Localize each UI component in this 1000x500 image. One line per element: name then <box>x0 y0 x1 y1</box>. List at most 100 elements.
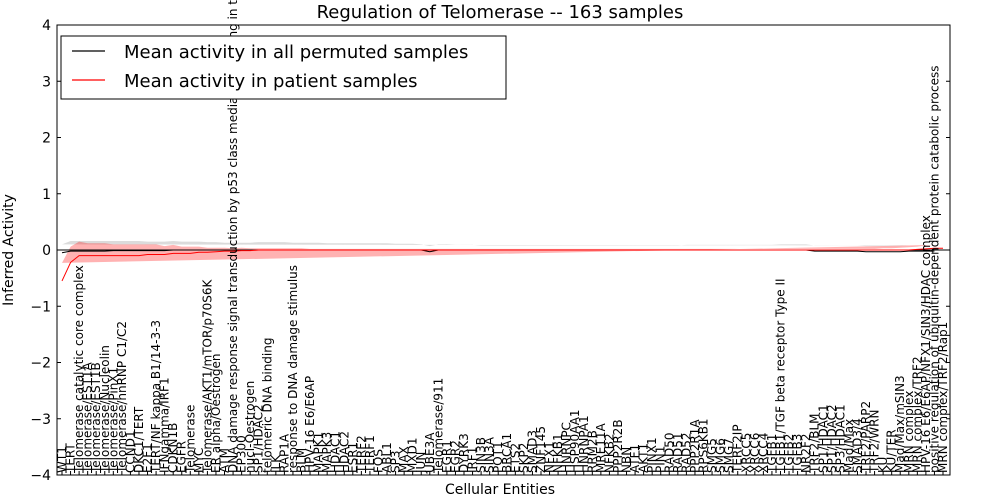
y-axis-ticks: −4 −3 −2 −1 0 1 2 3 4 <box>30 18 950 484</box>
x-tick-label: SMG6 <box>714 438 728 473</box>
x-tick-label: DKC1/TERT <box>132 406 146 473</box>
x-tick-label: MXD1 <box>406 438 420 473</box>
x-tick-label: TRF2/WRN <box>868 410 882 474</box>
x-tick-label: RRM2B <box>585 430 599 473</box>
x-tick-label: SMAD3/4 <box>851 418 865 473</box>
patient-band <box>62 241 935 263</box>
x-tick-label: POT1 <box>491 441 505 473</box>
x-tick-label: WT1 <box>55 446 69 473</box>
x-tick-label: MAPK1 <box>312 432 326 473</box>
x-tick-label: TERT/NF kappa B1/14-3-3 <box>149 320 163 474</box>
x-tick-label: SMAD3 <box>525 430 539 473</box>
x-tick-label: TRF2/BLM <box>808 413 822 474</box>
x-tick-label: PINX1 <box>645 437 659 473</box>
x-tick-label: MAX <box>397 446 411 473</box>
y-tick-label: −3 <box>30 412 51 428</box>
x-tick-label: SIN3A <box>483 436 497 473</box>
x-tick-label: MRN complex <box>902 391 916 473</box>
series-line-patient <box>61 247 943 282</box>
y-tick-label: 0 <box>42 243 51 259</box>
confidence-bands <box>62 241 935 263</box>
legend: Mean activity in all permuted samples Me… <box>60 35 507 100</box>
x-tick-label: MRE11A <box>594 422 608 473</box>
x-tick-label: Telomerase/911 <box>431 378 445 474</box>
x-tick-label: HPV-16 E6/E6AP <box>303 376 317 473</box>
x-tick-label: KU <box>876 457 890 473</box>
legend-box <box>60 35 507 100</box>
x-tick-label: Telomerase/Nucleolin <box>98 345 112 474</box>
x-tick-label: SP1/HDAC2 <box>252 404 266 473</box>
x-tick-label: PPP2R1A <box>688 419 702 473</box>
x-tick-label: DYRK3 <box>457 433 471 473</box>
x-tick-label: SP1/HDAC1 <box>816 404 830 473</box>
x-tick-label: RAP1A <box>277 433 291 473</box>
x-tick-label: RAD52 <box>679 432 693 473</box>
x-tick-label: CDKN1B <box>166 423 180 473</box>
y-tick-label: 3 <box>42 74 51 90</box>
x-tick-label: response to DNA damage stimulus <box>286 265 300 473</box>
x-tick-label: NFKB2 <box>602 433 616 473</box>
x-tick-label: HNRNPA1 <box>577 415 591 473</box>
y-axis-label: Inferred Activity <box>1 194 17 306</box>
x-tick-label: EGR1 <box>440 440 454 473</box>
x-tick-label: E2F1 <box>141 443 155 473</box>
x-tick-label: Telomerase/AKT1/mTOR/p70S6K <box>200 278 214 474</box>
x-tick-label: NFX1 <box>543 441 557 473</box>
x-tick-label: FOS <box>372 449 386 473</box>
x-tick-label: TRF2/PARP2 <box>859 401 873 474</box>
x-tick-label: BLM <box>295 448 309 473</box>
y-tick-label: −1 <box>30 299 51 315</box>
x-tick-label: TGFB1/TGF beta receptor Type II <box>774 278 788 474</box>
x-tick-label: XRCC6 <box>748 433 762 473</box>
x-tick-label: Mad/Max/mSIN3 <box>893 375 907 473</box>
y-tick-label: 4 <box>42 18 51 34</box>
x-tick-label: ETS2 <box>508 443 522 473</box>
x-tick-label: MRN complex/TRF2/Rap1 <box>936 322 950 473</box>
x-tick-label: HDAC1 <box>329 431 343 473</box>
x-tick-label: BRCA1 <box>500 433 514 473</box>
x-tick-label: ABL1 <box>380 442 394 473</box>
x-tick-label: TERF2IP <box>731 424 745 474</box>
x-tick-label: KU/TER <box>885 429 899 473</box>
legend-label-patient: Mean activity in patient samples <box>124 71 418 92</box>
x-tick-label: XRCC5 <box>739 433 753 473</box>
x-tick-label: EGR2 <box>449 440 463 473</box>
x-tick-label: NR2F2 <box>799 434 813 474</box>
x-tick-label: ESR1 <box>346 442 360 473</box>
x-tick-label: UBE3A <box>423 432 437 473</box>
x-tick-label: SP3 <box>389 451 403 474</box>
x-tick-label: MYC <box>192 448 206 473</box>
x-tick-label: SIN3B <box>474 437 488 473</box>
x-tick-label: positive regulation of ubiquitin-depende… <box>927 66 941 473</box>
x-tick-label: Telomerase/hnRNP C1/C2 <box>115 321 129 474</box>
x-tick-label: nucl-Oestrogen <box>243 381 257 473</box>
x-tick-label: SMG5 <box>705 438 719 473</box>
x-tick-label: ILK <box>269 454 283 473</box>
x-tick-label: ZNF145 <box>534 426 548 473</box>
x-tick-label: HSP90AA1 <box>568 409 582 473</box>
x-tick-label: SMG7 <box>722 438 736 473</box>
x-tick-label: IRF1 <box>466 447 480 473</box>
x-tick-label: SP3/HDAC1 <box>833 404 847 473</box>
x-tick-label: MAPK3 <box>320 432 334 473</box>
x-tick-label: SKP2 <box>517 443 531 473</box>
x-tick-label: EP300 <box>235 435 249 473</box>
x-tick-label: HNRNPC <box>560 422 574 473</box>
x-tick-label: Telomerase/PinX1 <box>106 367 120 474</box>
x-tick-label: XRCC4 <box>756 433 770 473</box>
x-tick-label: HPV-16 E6/E6AP/NFX1/SIN3/HDAC complex <box>919 215 933 473</box>
x-tick-label: TGFB2 <box>782 434 796 474</box>
series-lines <box>57 247 950 282</box>
x-tick-label: TGFB3 <box>791 434 805 474</box>
x-tick-label: EGFR <box>175 441 189 473</box>
x-tick-label: Telomerase <box>183 405 197 474</box>
x-tick-label: HDAC2 <box>337 431 351 473</box>
x-tick-label: Mad/Max <box>842 419 856 473</box>
x-tick-label: PIN1 <box>654 446 668 473</box>
y-tick-label: 1 <box>42 187 51 203</box>
x-tick-label: IFNgamma/IRF1 <box>158 377 172 473</box>
x-tick-label: RAD51 <box>671 432 685 473</box>
x-tick-label: RPS6KB1 <box>697 418 711 473</box>
